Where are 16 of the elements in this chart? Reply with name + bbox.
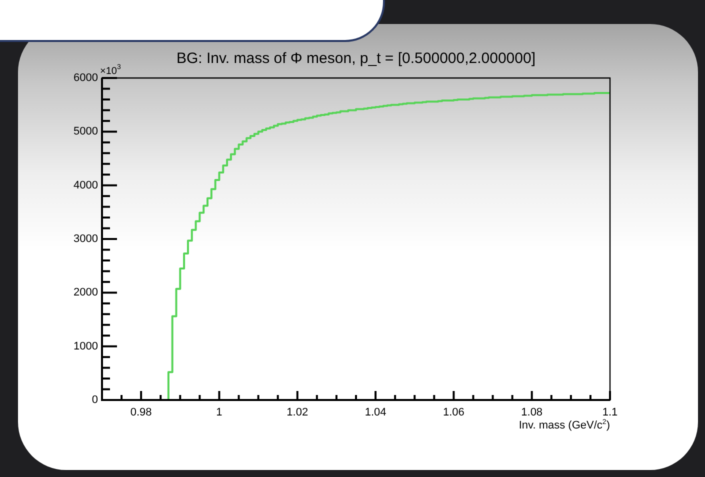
y-tick-label: 5000 — [74, 126, 98, 138]
y-tick-label: 6000 — [74, 72, 98, 84]
x-tick-label: 1.1 — [602, 406, 618, 419]
x-tick-label: 1.06 — [442, 406, 464, 419]
y-tick-label: 3000 — [74, 233, 98, 246]
x-axis-title: Inv. mass (GeV/c$^{2}$) — [518, 419, 610, 432]
x-tick-label: 1.02 — [286, 406, 308, 419]
y-tick-label: 1000 — [74, 340, 98, 352]
y-tick-label: 0 — [92, 394, 98, 406]
chart-title: BG: Inv. mass of Φ meson, p_t = [0.500000,2.000000] — [176, 50, 536, 67]
x-tick-label: 1.08 — [521, 406, 543, 419]
y-tick-label: 2000 — [74, 286, 98, 299]
x-tick-label: 0.98 — [130, 406, 152, 419]
x-tick-label: 1 — [216, 406, 222, 419]
x-tick-label: 1.04 — [364, 406, 386, 419]
y-tick-label: 4000 — [74, 179, 98, 192]
